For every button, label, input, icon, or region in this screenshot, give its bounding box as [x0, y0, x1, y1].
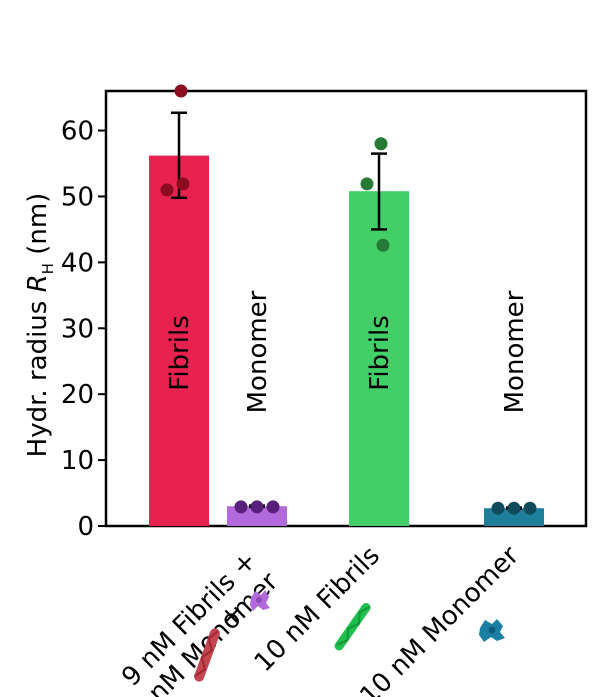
bar-label: Monomer: [243, 290, 273, 413]
data-point: [174, 84, 188, 98]
y-tick-label: 0: [77, 512, 94, 542]
bar: [149, 155, 209, 526]
data-point: [176, 177, 190, 191]
data-point: [376, 238, 390, 252]
y-tick-label: 50: [61, 182, 94, 212]
bar-label: Monomer: [500, 290, 530, 413]
data-point: [360, 177, 374, 191]
data-point: [160, 183, 174, 197]
data-point: [507, 501, 521, 515]
y-axis-label-prefix: Hydr. radius: [23, 301, 53, 458]
y-axis-label-subscript: H: [39, 263, 57, 274]
blue-monomer-icon: [479, 619, 505, 642]
purple-monomer-icon: [250, 590, 270, 611]
data-point: [234, 500, 248, 514]
y-tick-label: 20: [61, 380, 94, 410]
y-tick-label: 10: [61, 446, 94, 476]
data-point: [374, 137, 388, 151]
y-axis-label-symbol: R: [23, 274, 53, 292]
y-axis-label: Hydr. radius RH (nm): [23, 193, 57, 458]
y-axis-label-unit: (nm): [23, 193, 53, 255]
green-fibril-icon: [334, 602, 371, 651]
bar-label: Fibrils: [165, 315, 195, 390]
red-fibril-icon: [194, 628, 220, 682]
y-tick-label: 60: [61, 117, 94, 147]
data-point: [250, 500, 264, 514]
data-point: [266, 500, 280, 514]
bar-label: Fibrils: [365, 315, 395, 390]
y-tick-label: 40: [61, 248, 94, 278]
data-point: [523, 501, 537, 515]
x-category-label: 9 nM Fibrils +1 nM Monomer: [104, 546, 284, 697]
plot-frame: [104, 89, 588, 528]
y-tick-label: 30: [61, 314, 94, 344]
data-point: [491, 501, 505, 515]
